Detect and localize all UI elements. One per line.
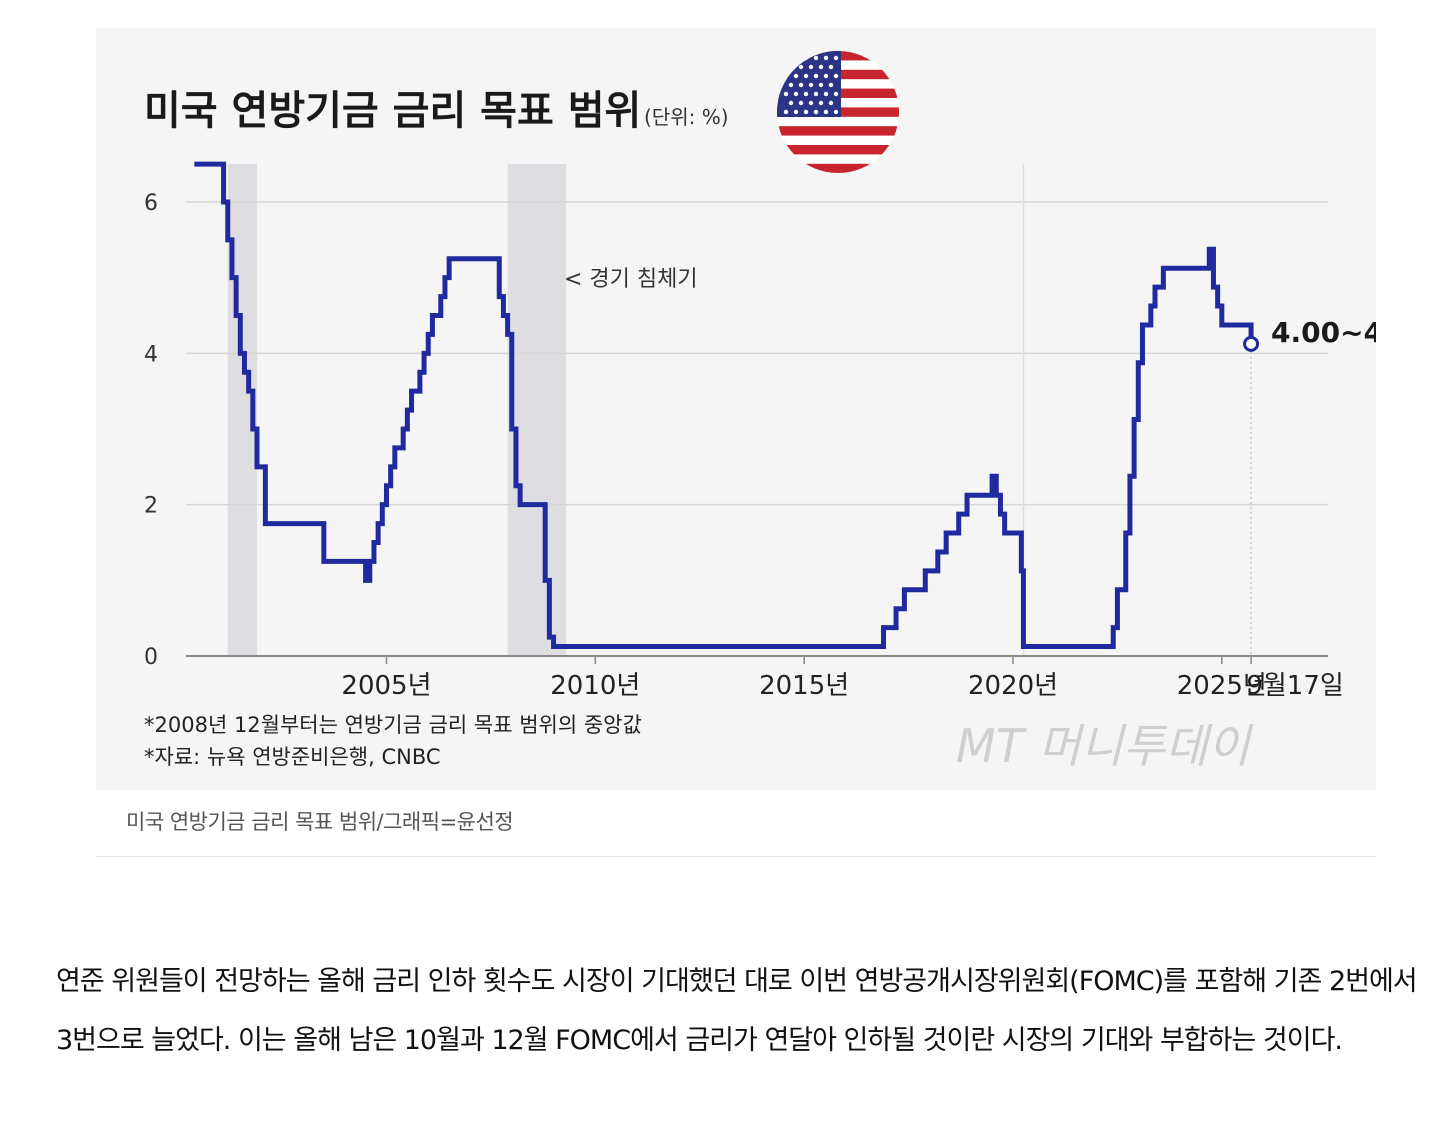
flag-star <box>818 64 824 70</box>
recession-band <box>507 164 567 656</box>
flag-star <box>813 55 819 61</box>
x-tick-label: 2010년 <box>550 671 640 701</box>
x-tick-label: 2015년 <box>759 671 849 701</box>
flag-star <box>803 109 809 115</box>
flag-star <box>833 109 839 115</box>
flag-star <box>813 91 819 97</box>
flag-star <box>828 100 834 106</box>
chart-title: 미국 연방기금 금리 목표 범위 <box>144 88 641 134</box>
flag-star <box>783 91 789 97</box>
x-tick-label: 2025년 <box>1177 671 1267 701</box>
unit-note: (단위: %) <box>644 105 729 129</box>
flag-star <box>808 64 814 70</box>
flag-star <box>808 100 814 106</box>
flag-star <box>793 55 799 61</box>
flag-star <box>788 64 794 70</box>
flag-star <box>788 100 794 106</box>
flag-star <box>833 55 839 61</box>
chart-figure: 0 2 4 6 2005년 2010년 2015년 2020년 2025년 9월17일 미국 연방… <box>96 28 1376 790</box>
flag-star <box>793 109 799 115</box>
flag-star <box>793 91 799 97</box>
recession-label: < 경기 침체기 <box>564 267 698 292</box>
flag-star <box>793 73 799 79</box>
recession-bands <box>227 164 567 656</box>
flag-star <box>783 73 789 79</box>
us-flag-icon <box>777 51 899 173</box>
grid-lines <box>186 164 1328 656</box>
y-tick-label: 0 <box>144 645 158 670</box>
rate-series <box>194 161 1260 656</box>
flag-star <box>808 82 814 88</box>
flag-star <box>783 109 789 115</box>
flag-star <box>803 73 809 79</box>
x-tick-label: 2020년 <box>968 671 1058 701</box>
flag-star <box>813 109 819 115</box>
flag-star <box>818 100 824 106</box>
flag-star <box>818 82 824 88</box>
figure-caption: 미국 연방기금 금리 목표 범위/그래픽=윤선정 <box>126 810 514 834</box>
flag-star <box>798 82 804 88</box>
note-median: *2008년 12월부터는 연방기금 금리 목표 범위의 중앙값 <box>144 713 642 737</box>
flag-star <box>823 109 829 115</box>
caption-divider <box>96 856 1376 857</box>
y-tick-label: 4 <box>144 342 158 367</box>
end-marker <box>1243 335 1260 352</box>
flag-star <box>788 82 794 88</box>
flag-star <box>783 55 789 61</box>
end-value-label: 4.00~4.25 <box>1271 316 1376 349</box>
flag-star <box>813 73 819 79</box>
watermark-logo: MT 머니투데이 <box>956 719 1254 773</box>
x-axis <box>186 655 1328 664</box>
flag-star <box>798 64 804 70</box>
flag-star <box>833 73 839 79</box>
note-source: *자료: 뉴욕 연방준비은행, CNBC <box>144 745 441 769</box>
flag-star <box>803 55 809 61</box>
flag-star <box>833 91 839 97</box>
rate-line <box>194 161 1254 650</box>
flag-star <box>803 91 809 97</box>
flag-star <box>823 73 829 79</box>
y-tick-label: 6 <box>144 191 158 216</box>
y-tick-label: 2 <box>144 494 158 519</box>
flag-star <box>798 100 804 106</box>
flag-star <box>828 64 834 70</box>
article-paragraph: 연준 위원들이 전망하는 올해 금리 인하 횟수도 시장이 기대했던 대로 이번… <box>56 966 1418 1056</box>
flag-star <box>823 55 829 61</box>
x-tick-label: 2005년 <box>341 671 431 701</box>
flag-star <box>828 82 834 88</box>
flag-star <box>823 91 829 97</box>
x-tick-label: 9월17일 <box>1246 671 1343 701</box>
